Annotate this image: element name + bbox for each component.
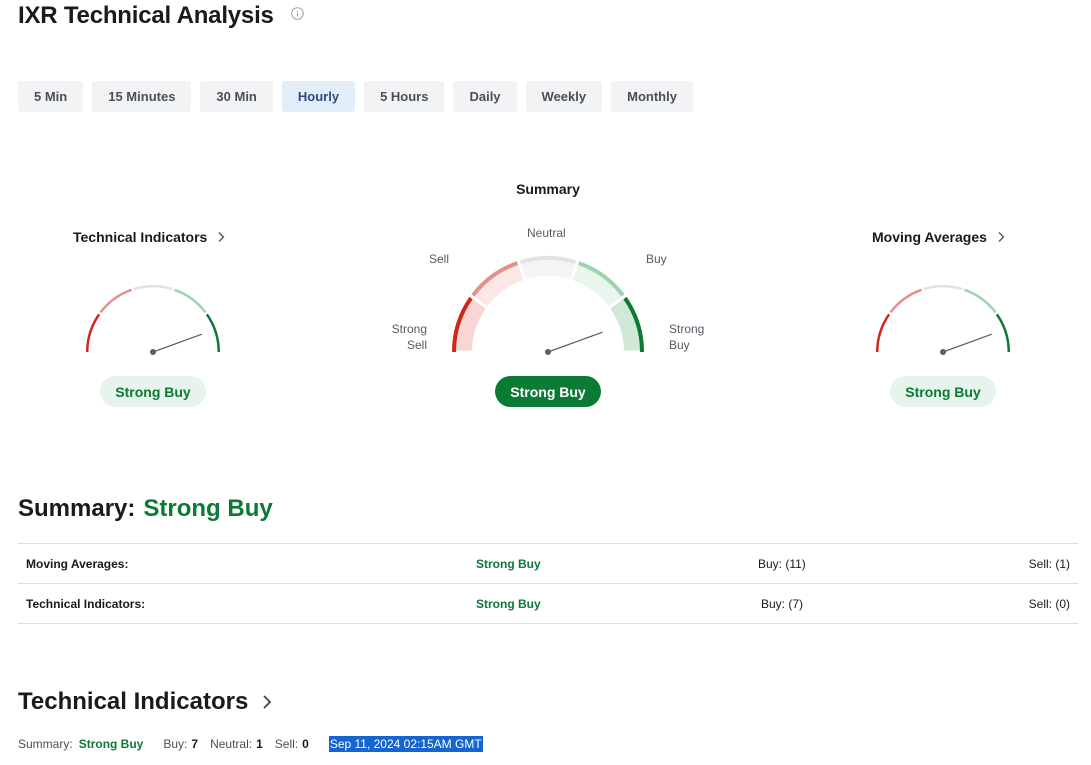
gauge-label-sell: Sell	[429, 252, 450, 266]
tab-weekly[interactable]: Weekly	[525, 81, 603, 112]
gauge-arc-sell	[99, 288, 133, 314]
gauge-needle	[942, 333, 993, 353]
technical-indicators-gauge-header[interactable]: Technical Indicators	[73, 229, 226, 247]
ti-timestamp: Sep 11, 2024 02:15AM GMT	[328, 736, 483, 752]
moving-averages-gauge-title: Moving Averages	[872, 229, 987, 245]
gauge-label-buy: Buy	[646, 252, 667, 266]
gauge-needle-pivot	[940, 349, 946, 355]
summary-gauge-title: Summary	[516, 181, 580, 197]
timeframe-tabs: 5 Min 15 Minutes 30 Min Hourly 5 Hours D…	[18, 81, 693, 112]
ti-sell-value: 0	[302, 737, 309, 751]
summary-gauge-header: Summary	[491, 181, 605, 199]
gauge-band-strong-sell	[452, 296, 486, 351]
row-buy-count: Buy: (11)	[758, 557, 806, 571]
summary-gauge	[452, 256, 644, 355]
chevron-right-icon	[263, 695, 272, 709]
gauge-arc-neutral	[519, 256, 577, 265]
technical-indicators-heading[interactable]: Technical Indicators	[18, 688, 272, 716]
gauge-needle	[152, 333, 203, 353]
gauge-arc-strong-sell	[452, 296, 473, 353]
moving-averages-result-badge: Strong Buy	[890, 376, 996, 407]
ti-sell-label: Sell:	[274, 737, 299, 751]
summary-result-badge: Strong Buy	[495, 376, 601, 407]
gauge-band-sell	[471, 261, 524, 307]
gauge-arc-neutral	[923, 284, 963, 291]
ti-buy-value: 7	[191, 737, 199, 751]
table-row: Technical Indicators: Strong Buy Buy: (7…	[18, 584, 1078, 624]
gauge-arc-strong-buy	[995, 313, 1010, 353]
row-sell-count: Sell: (0)	[1028, 597, 1070, 611]
chevron-right-icon	[998, 232, 1005, 242]
chevron-right-icon	[218, 232, 225, 242]
info-icon[interactable]	[291, 7, 304, 20]
tab-30-min[interactable]: 30 Min	[200, 81, 273, 112]
gauge-needle-pivot	[545, 349, 551, 355]
tab-5-hours[interactable]: 5 Hours	[364, 81, 445, 112]
gauge-band-neutral	[519, 256, 577, 280]
gauge-arc-neutral	[133, 284, 173, 291]
tab-5-min[interactable]: 5 Min	[18, 81, 84, 112]
row-label: Technical Indicators:	[26, 597, 146, 611]
moving-averages-gauge	[876, 284, 1010, 355]
gauge-label-neutral: Neutral	[527, 226, 566, 240]
summary-table: Moving Averages: Strong Buy Buy: (11) Se…	[18, 543, 1078, 624]
gauge-needle	[547, 331, 603, 353]
tab-hourly[interactable]: Hourly	[281, 81, 356, 112]
gauge-arc-strong-sell	[86, 313, 101, 353]
gauge-arc-buy	[963, 288, 997, 314]
row-label: Moving Averages:	[26, 557, 129, 571]
table-row: Moving Averages: Strong Buy Buy: (11) Se…	[18, 544, 1078, 584]
gauge-label-strong-buy: Strong Buy	[669, 322, 705, 352]
technical-indicators-result-badge: Strong Buy	[100, 376, 206, 407]
row-buy-count: Buy: (7)	[761, 597, 804, 611]
technical-indicators-gauge	[86, 284, 220, 355]
tab-daily[interactable]: Daily	[453, 81, 517, 112]
ti-neutral-value: 1	[256, 737, 263, 751]
gauge-arc-strong-buy	[205, 313, 220, 353]
gauge-arc-strong-buy	[623, 296, 644, 353]
summary-heading-value: Strong Buy	[143, 495, 273, 522]
gauge-band-strong-buy	[610, 296, 644, 351]
page-title: IXR Technical Analysis	[18, 2, 274, 29]
gauge-label-strong-sell: Strong Sell	[391, 322, 427, 352]
summary-heading: Summary: Strong Buy	[18, 495, 273, 523]
technical-indicators-heading-text: Technical Indicators	[18, 688, 249, 715]
row-value: Strong Buy	[476, 557, 541, 571]
technical-indicators-summary-line: Summary: Strong Buy Buy: 7 Neutral: 1 Se…	[18, 736, 483, 752]
gauge-arc-buy	[577, 261, 625, 297]
ti-summary-value: Strong Buy	[78, 737, 144, 751]
gauge-arc-sell	[471, 261, 519, 297]
moving-averages-gauge-header[interactable]: Moving Averages	[872, 229, 1006, 247]
gauge-band-buy	[572, 261, 625, 307]
ti-neutral-label: Neutral:	[210, 737, 253, 751]
gauge-arc-strong-sell	[876, 313, 891, 353]
gauge-needle-pivot	[150, 349, 156, 355]
gauge-arc-buy	[173, 288, 207, 314]
summary-heading-label: Summary:	[18, 495, 136, 522]
gauge-arc-sell	[889, 288, 923, 314]
ti-buy-label: Buy:	[163, 737, 188, 751]
row-sell-count: Sell: (1)	[1028, 557, 1070, 571]
tab-15-minutes[interactable]: 15 Minutes	[92, 81, 192, 112]
row-value: Strong Buy	[476, 597, 541, 611]
tab-monthly[interactable]: Monthly	[611, 81, 693, 112]
technical-indicators-gauge-title: Technical Indicators	[73, 229, 208, 245]
ti-summary-label: Summary:	[18, 737, 73, 751]
